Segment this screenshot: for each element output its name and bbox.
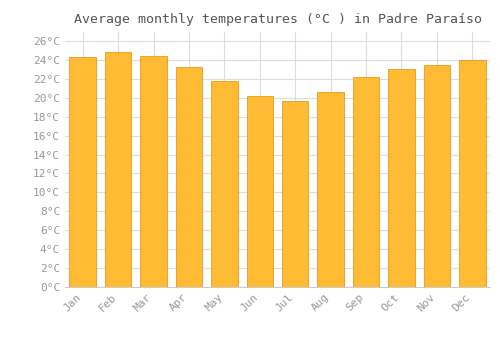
Bar bbox=[105, 52, 132, 287]
Title: Average monthly temperatures (°C ) in Padre Paraíso: Average monthly temperatures (°C ) in Pa… bbox=[74, 13, 482, 26]
Bar bbox=[318, 92, 344, 287]
Bar bbox=[388, 69, 414, 287]
Bar bbox=[140, 56, 167, 287]
Bar bbox=[246, 96, 273, 287]
Bar bbox=[70, 57, 96, 287]
Bar bbox=[459, 60, 485, 287]
Bar bbox=[353, 77, 380, 287]
Bar bbox=[176, 68, 202, 287]
Bar bbox=[211, 81, 238, 287]
Bar bbox=[424, 65, 450, 287]
Bar bbox=[282, 100, 308, 287]
